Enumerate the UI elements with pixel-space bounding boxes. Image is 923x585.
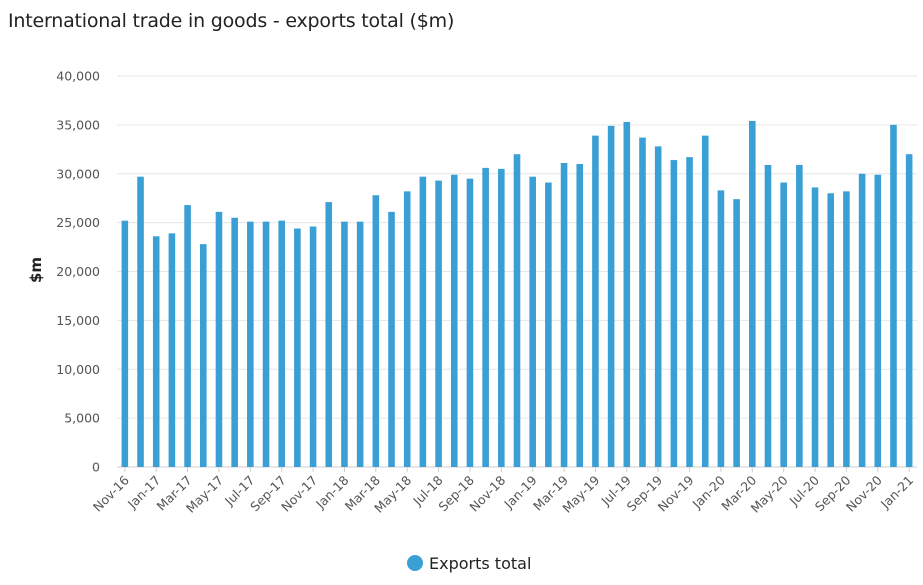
bar[interactable] xyxy=(905,154,913,467)
bar[interactable] xyxy=(874,174,882,468)
y-tick-label: 5,000 xyxy=(64,411,100,426)
bar[interactable] xyxy=(356,221,364,467)
bar[interactable] xyxy=(513,154,521,467)
bar[interactable] xyxy=(780,182,787,468)
bar[interactable] xyxy=(152,236,160,467)
bar[interactable] xyxy=(247,221,254,467)
y-tick-label: 10,000 xyxy=(56,362,100,377)
bar[interactable] xyxy=(466,178,474,467)
bar[interactable] xyxy=(450,174,458,468)
y-tick-label: 40,000 xyxy=(56,69,100,84)
bar[interactable] xyxy=(341,221,348,467)
bar[interactable] xyxy=(325,202,333,467)
bar[interactable] xyxy=(498,168,505,468)
bar[interactable] xyxy=(843,191,850,467)
bar[interactable] xyxy=(482,167,489,467)
bar[interactable] xyxy=(419,176,427,467)
bar[interactable] xyxy=(403,191,411,467)
bar[interactable] xyxy=(231,217,238,467)
bar[interactable] xyxy=(607,125,615,467)
bar[interactable] xyxy=(796,164,803,467)
bar[interactable] xyxy=(529,176,536,467)
y-tick-label: 20,000 xyxy=(56,264,100,279)
bar[interactable] xyxy=(749,120,756,467)
y-tick-label: 15,000 xyxy=(56,313,100,328)
bar[interactable] xyxy=(858,173,866,467)
bar[interactable] xyxy=(545,182,552,468)
x-tick-label: Nov-16 xyxy=(90,472,132,514)
bar[interactable] xyxy=(717,190,725,467)
bar[interactable] xyxy=(654,146,662,467)
bar[interactable] xyxy=(811,187,819,467)
bar[interactable] xyxy=(199,244,207,467)
y-tick-label: 25,000 xyxy=(56,215,100,230)
bar[interactable] xyxy=(560,162,568,467)
bar[interactable] xyxy=(701,135,709,467)
bar[interactable] xyxy=(435,180,442,467)
bars xyxy=(121,120,913,468)
legend-label-exports-total: Exports total xyxy=(429,554,531,573)
bar[interactable] xyxy=(827,193,835,468)
bar[interactable] xyxy=(168,233,176,467)
bar[interactable] xyxy=(137,176,144,467)
bar[interactable] xyxy=(623,121,631,467)
bar[interactable] xyxy=(733,199,740,468)
bar[interactable] xyxy=(278,220,285,467)
bar[interactable] xyxy=(576,163,584,467)
y-axis-title: $m xyxy=(27,257,45,283)
bar[interactable] xyxy=(372,195,380,467)
bar[interactable] xyxy=(215,211,223,467)
bar[interactable] xyxy=(309,226,317,467)
y-tick-label: 35,000 xyxy=(56,117,100,132)
bar[interactable] xyxy=(639,137,646,467)
legend[interactable]: Exports total xyxy=(407,554,531,573)
bar[interactable] xyxy=(890,124,897,467)
y-axis: 0 5,000 10,000 15,000 20,000 25,000 30,000 35,0… xyxy=(56,69,100,475)
bar[interactable] xyxy=(686,157,693,467)
bar[interactable] xyxy=(388,211,395,467)
y-tick-label: 30,000 xyxy=(56,166,100,181)
x-axis: Nov-16Jan-17Mar-17May-17Jul-17Sep-17Nov-… xyxy=(90,467,916,516)
bar[interactable] xyxy=(262,221,270,467)
legend-swatch-exports-total xyxy=(407,555,423,571)
bar[interactable] xyxy=(592,135,599,467)
bar[interactable] xyxy=(294,228,301,467)
x-tick-label: Jan-21 xyxy=(877,473,916,512)
y-tick-label: 0 xyxy=(92,460,100,475)
bar[interactable] xyxy=(121,220,129,467)
bar[interactable] xyxy=(764,164,772,467)
chart-title: International trade in goods - exports t… xyxy=(8,10,455,32)
bar[interactable] xyxy=(184,205,191,467)
bar[interactable] xyxy=(670,160,678,467)
